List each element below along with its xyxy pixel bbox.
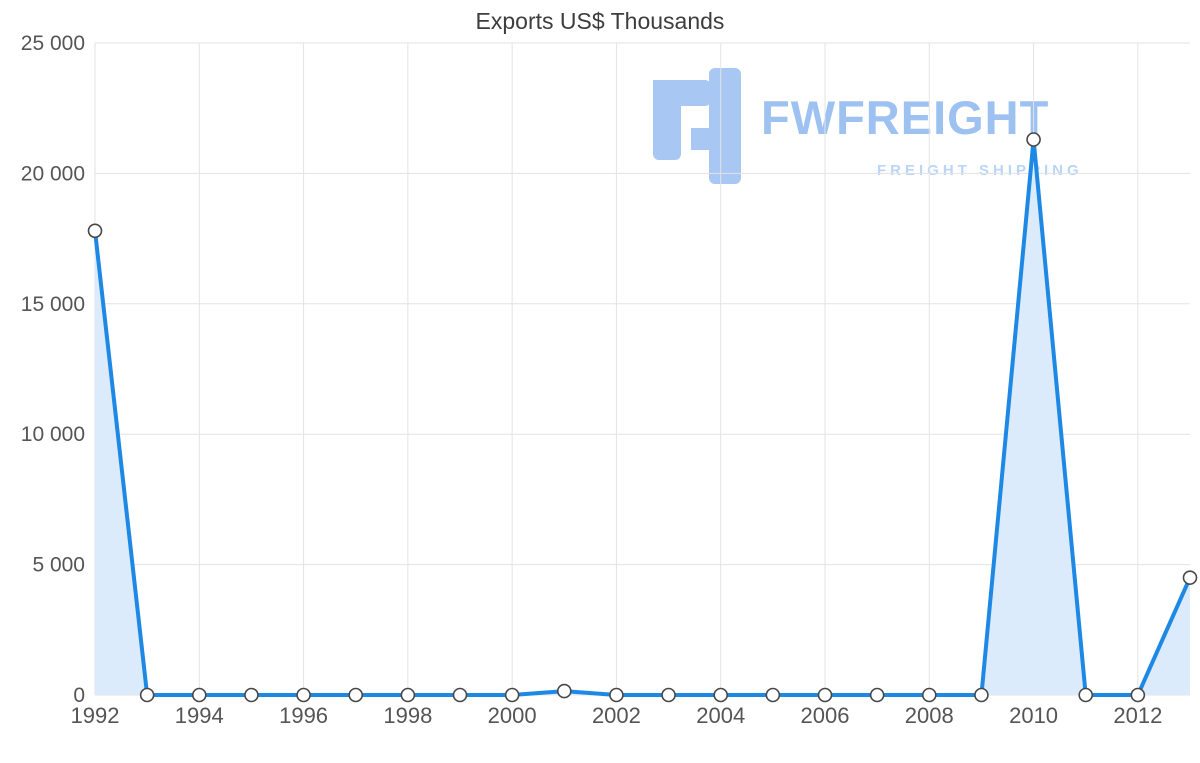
x-axis-tick-label: 2002 — [592, 703, 641, 728]
data-point-marker — [1078, 687, 1094, 703]
data-point-marker — [765, 687, 781, 703]
data-point-marker — [452, 687, 468, 703]
chart-title: Exports US$ Thousands — [475, 8, 725, 34]
x-axis-tick-label: 2006 — [801, 703, 850, 728]
data-point-marker — [1182, 570, 1198, 585]
data-point-marker — [1026, 132, 1041, 147]
x-axis-tick-label: 2010 — [1009, 703, 1058, 728]
data-point-marker — [87, 223, 103, 239]
y-axis-tick-label: 15 000 — [21, 293, 85, 316]
y-axis-tick-label: 5 000 — [32, 554, 85, 577]
x-axis-tick-label: 2004 — [696, 703, 745, 728]
x-axis-tick-label: 1992 — [71, 703, 120, 728]
watermark-logo-icon — [653, 68, 741, 184]
data-point-marker — [400, 687, 416, 703]
data-point-marker — [974, 687, 989, 703]
y-axis-tick-label: 20 000 — [21, 162, 85, 185]
data-point-marker — [348, 687, 364, 703]
y-axis-tick-label: 25 000 — [21, 32, 85, 55]
x-axis-tick-label: 2000 — [488, 703, 537, 728]
data-point-marker — [504, 687, 520, 703]
data-point-marker — [609, 687, 624, 703]
brand-text: FWFREIGHT — [761, 91, 1050, 144]
x-axis-tick-label: 2012 — [1113, 703, 1162, 728]
data-point-marker — [661, 687, 676, 703]
y-axis-tick-label: 10 000 — [21, 423, 85, 446]
x-axis-tick-label: 1996 — [279, 703, 328, 728]
data-point-marker — [869, 687, 885, 703]
data-point-marker — [921, 687, 937, 703]
data-point-marker — [139, 687, 155, 703]
data-point-marker — [713, 687, 729, 703]
x-axis-tick-label: 1994 — [175, 703, 224, 728]
data-point-marker — [191, 687, 207, 703]
data-point-marker — [1130, 687, 1146, 703]
watermark: FWFREIGHT FREIGHT SHIPPING — [645, 64, 1165, 199]
data-point-marker — [817, 687, 833, 703]
data-point-marker — [244, 687, 259, 703]
x-axis-tick-label: 2008 — [905, 703, 954, 728]
data-point-marker — [296, 687, 311, 703]
data-line — [93, 137, 1192, 697]
data-point-marker — [556, 683, 572, 699]
y-axis-tick-label: 0 — [73, 684, 85, 707]
x-axis-tick-label: 1998 — [383, 703, 432, 728]
